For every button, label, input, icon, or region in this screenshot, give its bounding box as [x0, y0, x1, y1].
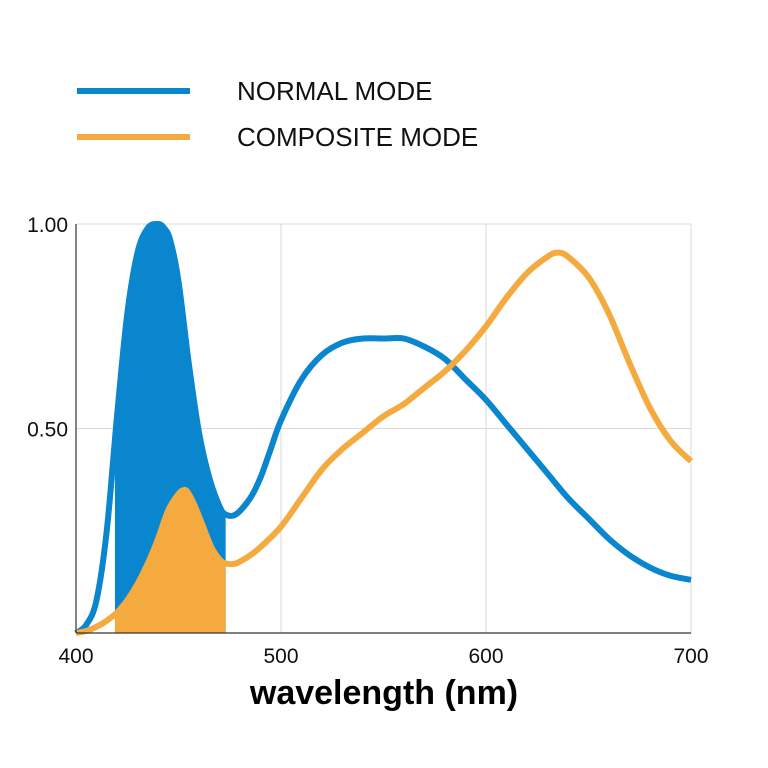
tick-labels: 400 500 600 700 1.00 0.50: [27, 214, 708, 668]
x-axis-title: wavelength (nm): [249, 674, 518, 712]
axes: [75, 224, 691, 634]
x-tick-label-400: 400: [58, 645, 93, 668]
y-tick-label-0.50: 0.50: [27, 419, 68, 442]
area-fill-composite-mode: [114, 489, 226, 633]
x-tick-label-700: 700: [673, 645, 708, 668]
legend: NORMAL MODE COMPOSITE MODE: [77, 76, 478, 152]
series-line-composite-mode: [75, 249, 694, 636]
x-tick-label-500: 500: [263, 645, 298, 668]
legend-label-composite-mode: COMPOSITE MODE: [237, 122, 478, 152]
series-lines: [74, 220, 694, 636]
series-line-normal-mode: [74, 220, 692, 636]
y-tick-label-1.00: 1.00: [27, 214, 68, 237]
x-tick-label-600: 600: [468, 645, 503, 668]
filled-areas: [114, 223, 226, 633]
legend-label-normal-mode: NORMAL MODE: [237, 76, 433, 106]
